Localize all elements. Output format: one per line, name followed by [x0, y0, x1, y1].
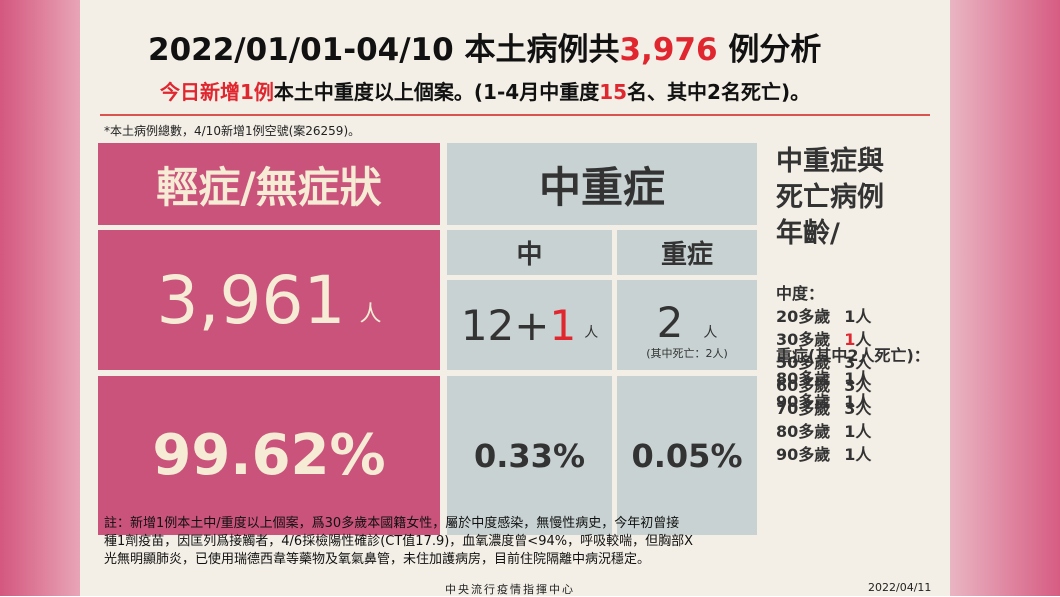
- critical-count: 2: [656, 298, 684, 347]
- ages-label: 中度：: [776, 284, 825, 303]
- age-row: 80多歲 1人: [776, 418, 930, 441]
- footnote-line: 種1劑疫苗，因匡列爲接觸者，4/6採檢陽性確診(CT值17.9)，血氧濃度曾<9…: [104, 534, 693, 549]
- age-row: 60多歲 3人: [776, 372, 930, 395]
- ages-title-line: 死亡病例: [776, 182, 884, 213]
- footnote-line: 光無明顯肺炎，已使用瑞德西韋等藥物及氧氣鼻管，未住加護病房，目前住院隔離中病況穩…: [104, 552, 651, 567]
- note: *本土病例總數，4/10新增1例空號(案26259)。: [104, 124, 361, 138]
- age-count: 1: [844, 369, 856, 388]
- ages-title: 中重症與死亡病例年齡/: [776, 144, 884, 252]
- critical-count-cell: 2 人 (其中死亡：2人): [617, 280, 757, 370]
- mild-header: 輕症/無症狀: [98, 143, 440, 225]
- unit: 人: [855, 376, 872, 395]
- age-count: 3: [844, 353, 856, 372]
- moderate-count: 12+: [460, 300, 550, 350]
- mild-count-cell: 3,961 人: [98, 230, 440, 370]
- age-count: 1: [844, 330, 856, 349]
- age: 60多歲: [776, 376, 831, 395]
- age-row: 30多歲 1人: [776, 326, 930, 349]
- age: 90多歲: [776, 445, 831, 464]
- unit: 人: [584, 325, 599, 341]
- source: 中央流行疫情指揮中心: [445, 583, 575, 596]
- ages-title-line: 年齡/: [776, 218, 840, 249]
- age-row: 70多歲 3人: [776, 395, 930, 418]
- age-row: 90多歲 1人: [776, 441, 930, 464]
- unit: 人: [855, 445, 872, 464]
- age-count: 3: [844, 376, 856, 395]
- age-row: 80多歲 1人: [776, 365, 930, 388]
- moderate-new: 1: [549, 300, 577, 350]
- subtitle-part: 名、其中2名死亡)。: [627, 80, 811, 104]
- footnote-line: 註：新增1例本土中/重度以上個案，爲30多歲本國籍女性，屬於中度感染，無慢性病史…: [104, 516, 680, 531]
- unit: 人: [359, 302, 382, 327]
- unit: 人: [855, 392, 872, 411]
- ages-title-line: 中重症與: [776, 146, 884, 177]
- age-count: 1: [844, 392, 856, 411]
- title: 2022/01/01-04/10 本土病例共3,976 例分析: [148, 24, 821, 69]
- age: 20多歲: [776, 307, 831, 326]
- age-count: 1: [844, 307, 856, 326]
- subtitle-part: 15: [599, 80, 628, 104]
- unit: 人: [855, 353, 872, 372]
- ages-group: 20多歲 1人 30多歲 1人 50多歲 3人 60多歲 3人 70多歲 3人 80多歲 1人 90多歲…: [776, 303, 930, 464]
- critical-label: 重症: [617, 230, 757, 275]
- age: 80多歲: [776, 369, 831, 388]
- age-row: 20多歲 1人: [776, 303, 930, 326]
- age: 80多歲: [776, 422, 831, 441]
- ages-label: 重症(其中2人死亡)：: [776, 346, 930, 365]
- subtitle-part: 今日新增1例: [160, 80, 274, 104]
- age: 90多歲: [776, 392, 831, 411]
- ages-group: 80多歲 1人 90多歲 1人: [776, 365, 930, 411]
- critical-percent: 0.05%: [617, 376, 757, 535]
- age: 70多歲: [776, 399, 831, 418]
- unit: 人: [855, 330, 872, 349]
- unit: 人: [703, 325, 718, 341]
- subtitle: 今日新增1例本土中重度以上個案。(1-4月中重度15名、其中2名死亡)。: [160, 76, 810, 105]
- age: 50多歲: [776, 353, 831, 372]
- subtitle-part: 本土中重度以上個案。(1-4月中重度: [273, 80, 600, 104]
- title-total: 3,976: [619, 32, 718, 68]
- moderate-percent: 0.33%: [447, 376, 612, 535]
- age-count: 1: [844, 422, 856, 441]
- divider: [100, 114, 930, 116]
- age-row: 90多歲 1人: [776, 388, 930, 411]
- date: 2022/04/11: [868, 581, 932, 594]
- footnote: 註：新增1例本土中/重度以上個案，爲30多歲本國籍女性，屬於中度感染，無慢性病史…: [104, 515, 693, 569]
- age-row: 50多歲 3人: [776, 349, 930, 372]
- severe-header: 中重症: [447, 143, 757, 225]
- title-text: 例分析: [717, 32, 822, 68]
- mild-percent: 99.62%: [98, 376, 440, 535]
- moderate-count-cell: 12+ 1 人: [447, 280, 612, 370]
- unit: 人: [855, 307, 872, 326]
- ages-list: 中度： 20多歲 1人 30多歲 1人 50多歲 3人 60多歲 3人 70多歲 3人 80多歲 1人…: [776, 280, 930, 464]
- unit: 人: [855, 422, 872, 441]
- title-text: 2022/01/01-04/10 本土病例共: [148, 32, 620, 68]
- critical-detail: (其中死亡：2人): [646, 347, 728, 360]
- moderate-label: 中: [447, 230, 612, 275]
- age-count: 3: [844, 399, 856, 418]
- unit: 人: [855, 369, 872, 388]
- age-count: 1: [844, 445, 856, 464]
- unit: 人: [855, 399, 872, 418]
- mild-count: 3,961: [156, 261, 346, 339]
- age: 30多歲: [776, 330, 831, 349]
